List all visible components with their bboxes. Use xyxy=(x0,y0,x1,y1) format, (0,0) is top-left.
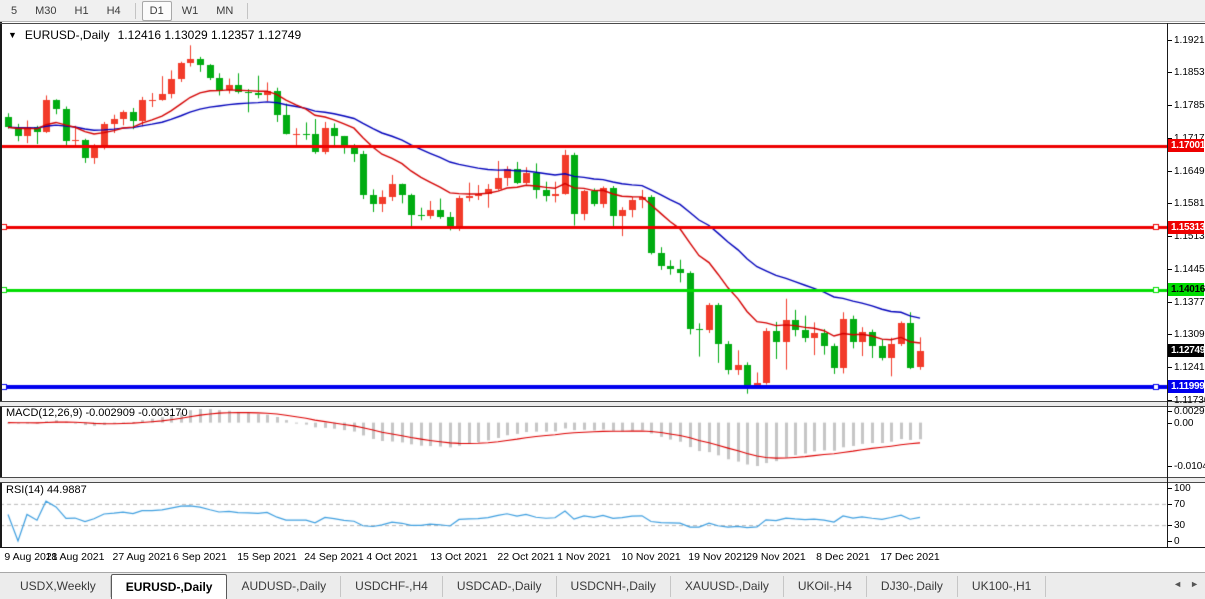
chart-dropdown-icon[interactable]: ▼ xyxy=(8,30,17,40)
date-tick-label: 29 Nov 2021 xyxy=(746,551,806,563)
date-tick-label: 15 Sep 2021 xyxy=(237,551,297,563)
rsi-axis-tick: 100 xyxy=(1168,483,1191,494)
timeframe-button-m5[interactable]: 5 xyxy=(11,4,18,17)
timeframe-toolbar: 5 M30 H1 H4 D1 W1 MN xyxy=(0,0,1205,22)
date-tick-label: 18 Aug 2021 xyxy=(45,551,105,563)
tab-scroll-arrows: ◄ ► xyxy=(1173,579,1199,589)
chart-top-border xyxy=(0,23,1205,24)
tab-usdcnh-daily[interactable]: USDCNH-,Daily xyxy=(557,576,671,597)
tab-scroll-left-icon[interactable]: ◄ xyxy=(1173,579,1183,589)
date-tick-label: 4 Oct 2021 xyxy=(366,551,418,563)
price-tick-label: 1.16490 xyxy=(1167,166,1205,177)
date-tick-label: 1 Nov 2021 xyxy=(557,551,611,563)
chart-bottom-border xyxy=(0,547,1205,548)
chart-title: ▼ EURUSD-,Daily 1.12416 1.13029 1.12357 … xyxy=(8,28,301,42)
tab-xauusd-daily[interactable]: XAUUSD-,Daily xyxy=(671,576,784,597)
tab-uk100-h1[interactable]: UK100-,H1 xyxy=(958,576,1047,597)
date-tick-label: 13 Oct 2021 xyxy=(430,551,488,563)
level-price-label: 1.17001 xyxy=(1168,139,1205,153)
chart-left-border xyxy=(0,22,2,572)
date-tick-label: 6 Sep 2021 xyxy=(173,551,227,563)
macd-axis-max: 0.002966 xyxy=(1168,406,1205,417)
price-axis-divider xyxy=(1167,23,1168,548)
chart-ohlc-values: 1.12416 1.13029 1.12357 1.12749 xyxy=(117,28,302,42)
panel-separator-rsi[interactable] xyxy=(0,477,1205,483)
date-tick-label: 24 Sep 2021 xyxy=(304,551,364,563)
tab-audusd-daily[interactable]: AUDUSD-,Daily xyxy=(227,576,342,597)
panel-separator-macd[interactable] xyxy=(0,401,1205,407)
tab-usdx-weekly[interactable]: USDX,Weekly xyxy=(6,576,111,597)
symbol-tab-bar: USDX,Weekly EURUSD-,Daily AUDUSD-,Daily … xyxy=(0,572,1205,599)
price-tick-label: 1.18530 xyxy=(1167,67,1205,78)
date-tick-label: 19 Nov 2021 xyxy=(688,551,748,563)
price-tick-label: 1.12410 xyxy=(1167,362,1205,373)
timeframe-button-d1[interactable]: D1 xyxy=(141,0,172,21)
date-tick-label: 9 Aug 2021 xyxy=(4,551,58,563)
macd-axis-zero: 0.00 xyxy=(1167,417,1194,429)
price-tick-label: 1.15810 xyxy=(1167,198,1205,209)
level-price-label: 1.11999 xyxy=(1168,380,1205,394)
toolbar-separator xyxy=(247,2,249,19)
price-chart-canvas[interactable] xyxy=(0,22,1167,548)
timeframe-button-h4[interactable]: H4 xyxy=(106,4,121,17)
tab-ukoil-h4[interactable]: UKOil-,H4 xyxy=(784,576,867,597)
rsi-axis-tick: 0 xyxy=(1168,536,1180,547)
macd-axis-min: -0.01042 xyxy=(1167,461,1205,472)
date-tick-label: 10 Nov 2021 xyxy=(621,551,681,563)
macd-indicator-label: MACD(12,26,9) -0.002909 -0.003170 xyxy=(6,407,188,419)
price-tick-label: 1.13090 xyxy=(1167,329,1205,340)
price-tick-label: 1.11730 xyxy=(1167,395,1205,406)
chart-symbol-label: EURUSD-,Daily xyxy=(24,28,110,42)
price-tick-label: 1.19210 xyxy=(1167,35,1205,46)
price-tick-label: 1.17850 xyxy=(1167,100,1205,111)
rsi-axis-tick: 70 xyxy=(1167,498,1186,510)
level-price-label: 1.14016 xyxy=(1168,283,1205,297)
current-price-label: 1.12749 xyxy=(1168,344,1205,358)
tab-dj30-daily[interactable]: DJ30-,Daily xyxy=(867,576,958,597)
price-tick-label: 1.15130 xyxy=(1167,231,1205,242)
tab-eurusd-daily[interactable]: EURUSD-,Daily xyxy=(110,574,228,599)
level-price-label: 1.15313 xyxy=(1168,220,1205,234)
timeframe-button-h1[interactable]: H1 xyxy=(74,4,89,17)
toolbar-separator xyxy=(134,2,136,19)
price-tick-label: 1.13770 xyxy=(1167,297,1205,308)
tab-usdchf-h4[interactable]: USDCHF-,H4 xyxy=(341,576,443,597)
date-tick-label: 8 Dec 2021 xyxy=(816,551,870,563)
timeframe-button-mn[interactable]: MN xyxy=(216,4,234,17)
timeframe-button-m30[interactable]: M30 xyxy=(35,4,57,17)
tab-usdcad-daily[interactable]: USDCAD-,Daily xyxy=(443,576,557,597)
date-tick-label: 27 Aug 2021 xyxy=(112,551,172,563)
tab-scroll-right-icon[interactable]: ► xyxy=(1190,579,1199,589)
date-tick-label: 17 Dec 2021 xyxy=(880,551,940,563)
rsi-axis-tick: 30 xyxy=(1167,520,1186,532)
timeframe-button-w1[interactable]: W1 xyxy=(181,4,199,17)
date-tick-label: 22 Oct 2021 xyxy=(497,551,555,563)
price-tick-label: 1.14450 xyxy=(1167,264,1205,275)
time-axis[interactable]: 9 Aug 2021 18 Aug 2021 27 Aug 2021 6 Sep 20… xyxy=(0,548,1205,572)
price-tick-label: 1.17170 xyxy=(1167,133,1205,144)
rsi-indicator-label: RSI(14) 44.9887 xyxy=(6,484,87,496)
